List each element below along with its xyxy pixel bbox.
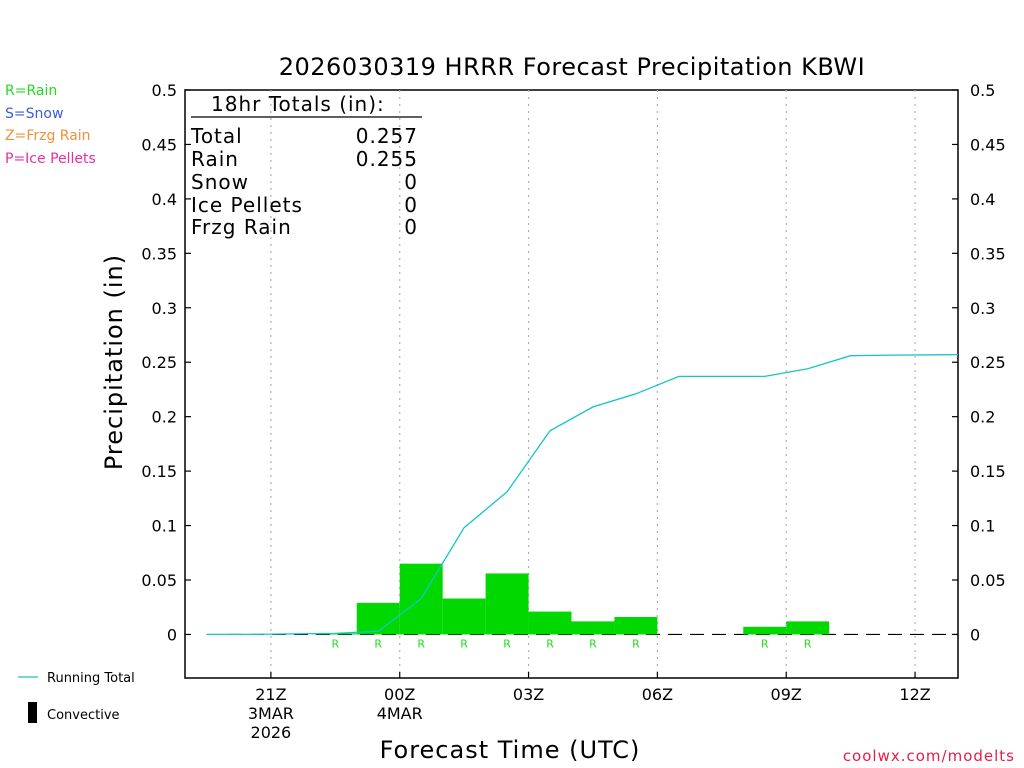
ytick-label-right-0.5: 0.5 <box>970 81 995 100</box>
y-axis-ticks: 0 00.05 0.050.1 0.10.15 0.150.2 0.20.25 0.250.… <box>141 81 1005 644</box>
ytick-label-right-0.35: 0.35 <box>970 244 1006 263</box>
bar-hour-28 <box>528 611 572 635</box>
xtick-date-4MAR: 4MAR <box>377 704 423 723</box>
y-axis-label: Precipitation (in) <box>100 254 128 470</box>
ytick-label-left-0.45: 0.45 <box>141 135 177 154</box>
legend-convective: Convective <box>47 708 120 723</box>
totals-label-ice-pellets: Ice Pellets <box>191 193 303 217</box>
bar-hour-34 <box>786 621 830 635</box>
bar-hour-33 <box>743 626 787 635</box>
bar-hour-27 <box>485 573 529 635</box>
ytick-label-left-0.5: 0.5 <box>152 81 177 100</box>
totals-label-snow: Snow <box>191 170 249 194</box>
ytick-label-right-0.25: 0.25 <box>970 353 1006 372</box>
xtick-label-03Z: 03Z <box>513 685 544 704</box>
ytick-label-left-0.35: 0.35 <box>141 244 177 263</box>
xtick-year-2026: 2026 <box>251 723 292 742</box>
running-total-line <box>206 353 959 636</box>
legend-running-total: Running Total <box>47 671 135 686</box>
ytick-label-right-0: 0 <box>970 625 980 644</box>
ptype-hour-26: R <box>460 637 468 650</box>
ytick-label-right-0.3: 0.3 <box>970 299 995 318</box>
totals-value-rain: 0.255 <box>356 147 418 171</box>
xtick-date-3MAR: 3MAR <box>248 704 294 723</box>
totals-label-frzg-rain: Frzg Rain <box>191 215 292 239</box>
ytick-label-left-0.15: 0.15 <box>141 462 177 481</box>
ytick-label-right-0.05: 0.05 <box>970 571 1006 590</box>
ytick-label-left-0.25: 0.25 <box>141 353 177 372</box>
ptype-hour-28: R <box>546 637 554 650</box>
ptype-hour-33: R <box>761 637 769 650</box>
xtick-label-09Z: 09Z <box>771 685 802 704</box>
ytick-label-right-0.4: 0.4 <box>970 190 995 209</box>
legend-snow: S=Snow <box>5 106 63 122</box>
credit-text: coolwx.com/modelts <box>843 747 1015 765</box>
totals-label-rain: Rain <box>191 147 239 171</box>
ytick-label-left-0.2: 0.2 <box>152 408 177 427</box>
bar-hour-29 <box>571 621 615 635</box>
totals-header: 18hr Totals (in): <box>211 92 385 116</box>
ytick-label-left-0: 0 <box>167 625 177 644</box>
totals-value-total: 0.257 <box>356 124 418 148</box>
legend-ice-pellets: P=Ice Pellets <box>5 151 96 167</box>
running-total-series <box>206 353 959 636</box>
bar-hour-26 <box>442 598 486 635</box>
xtick-label-21Z: 21Z <box>255 685 286 704</box>
legend-frzg-rain: Z=Frzg Rain <box>5 128 91 144</box>
ptype-hour-25: R <box>417 637 425 650</box>
chart-title: 2026030319 HRRR Forecast Precipitation K… <box>279 53 866 81</box>
ytick-label-right-0.2: 0.2 <box>970 408 995 427</box>
ptype-hour-34: R <box>804 637 812 650</box>
ytick-label-left-0.1: 0.1 <box>152 517 177 536</box>
totals-value-ice-pellets: 0 <box>404 193 418 217</box>
totals-value-snow: 0 <box>404 170 418 194</box>
ytick-label-left-0.05: 0.05 <box>141 571 177 590</box>
legend-rain: R=Rain <box>5 83 57 99</box>
legend-convective-swatch <box>28 702 37 723</box>
xtick-label-00Z: 00Z <box>384 685 415 704</box>
bar-hour-30 <box>614 617 658 635</box>
xtick-label-06Z: 06Z <box>642 685 673 704</box>
ytick-label-right-0.45: 0.45 <box>970 135 1006 154</box>
bar-hour-24 <box>356 602 400 635</box>
ytick-label-right-0.1: 0.1 <box>970 517 995 536</box>
ytick-label-right-0.15: 0.15 <box>970 462 1006 481</box>
ytick-label-left-0.3: 0.3 <box>152 299 177 318</box>
xtick-label-12Z: 12Z <box>899 685 930 704</box>
vertical-gridlines <box>270 90 916 678</box>
totals-label-total: Total <box>190 124 243 148</box>
totals-box: 18hr Totals (in): Total 0.257 Rain 0.255… <box>190 92 422 239</box>
hourly-precip-bars <box>313 563 830 635</box>
ptype-hour-29: R <box>589 637 597 650</box>
totals-value-frzg-rain: 0 <box>404 215 418 239</box>
ptype-hour-27: R <box>503 637 511 650</box>
ptype-hour-23: R <box>331 637 339 650</box>
ytick-label-left-0.4: 0.4 <box>152 190 177 209</box>
plot-frame <box>184 89 959 679</box>
ptype-hour-24: R <box>374 637 382 650</box>
ptype-hour-30: R <box>632 637 640 650</box>
x-axis-label: Forecast Time (UTC) <box>380 736 641 764</box>
